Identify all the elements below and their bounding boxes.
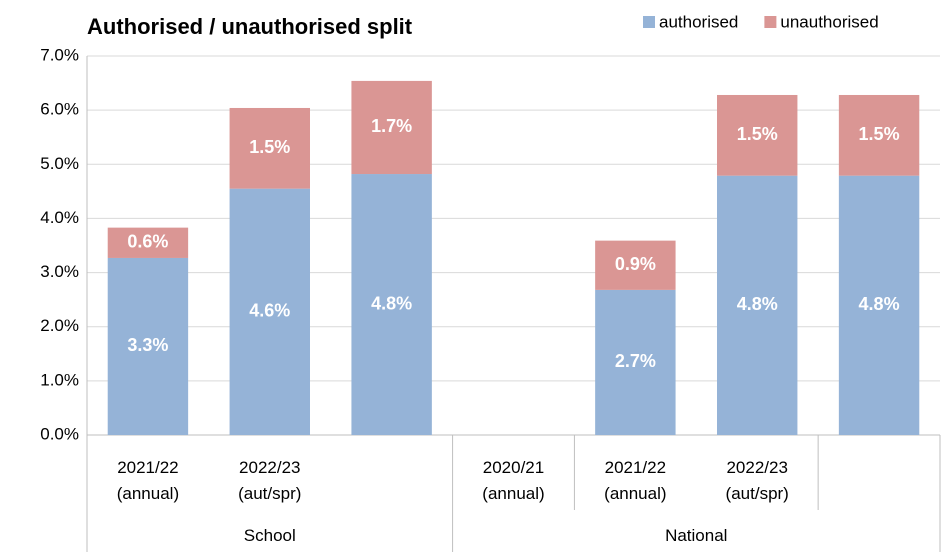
x-tick-label: 2022/23 (aut/spr) — [238, 458, 302, 503]
y-tick-label: 5.0% — [40, 154, 79, 173]
bar-segment — [595, 289, 676, 435]
y-tick-label: 6.0% — [40, 100, 79, 119]
bar-segment — [107, 257, 189, 435]
chart-title: Authorised / unauthorised split — [87, 14, 413, 39]
bar-segment — [351, 80, 432, 175]
bar-segment — [838, 94, 920, 176]
legend-label: authorised — [659, 12, 738, 31]
bar-segment — [717, 94, 798, 176]
data-label: 0.6% — [127, 232, 168, 252]
y-tick-label: 0.0% — [40, 424, 79, 443]
group-label: National — [665, 526, 728, 545]
x-tick-label: 2021/22 (annual) — [604, 458, 667, 503]
legend-label: unauthorised — [780, 12, 878, 31]
data-label: 1.7% — [371, 116, 412, 136]
data-label: 4.8% — [371, 293, 412, 313]
y-tick-label: 2.0% — [40, 316, 79, 335]
bar-segment — [838, 175, 920, 436]
data-label: 4.6% — [249, 301, 290, 321]
data-label: 2.7% — [615, 351, 656, 371]
bar-segment — [717, 175, 798, 436]
bar-segment — [229, 188, 310, 435]
bar-segment — [229, 107, 310, 189]
data-label: 3.3% — [127, 335, 168, 355]
data-label: 1.5% — [737, 124, 778, 144]
bar-segment — [595, 240, 676, 290]
data-label: 1.5% — [249, 137, 290, 157]
y-tick-label: 3.0% — [40, 262, 79, 281]
legend-swatch — [764, 16, 777, 28]
data-label: 0.9% — [615, 254, 656, 274]
data-label: 1.5% — [859, 124, 900, 144]
x-tick-label: 2021/22 (annual) — [116, 458, 180, 503]
bar-segment — [107, 227, 189, 258]
y-tick-label: 4.0% — [40, 208, 79, 227]
data-label: 4.8% — [737, 294, 778, 314]
bar-segment — [351, 174, 432, 435]
data-label: 4.8% — [859, 294, 900, 314]
x-tick-label: 2020/21 (annual) — [482, 458, 545, 503]
x-tick-label: 2022/23 (aut/spr) — [725, 458, 789, 503]
legend-swatch — [643, 16, 655, 28]
y-tick-label: 1.0% — [40, 370, 79, 389]
group-label: School — [243, 526, 296, 545]
y-tick-label: 7.0% — [40, 45, 79, 64]
